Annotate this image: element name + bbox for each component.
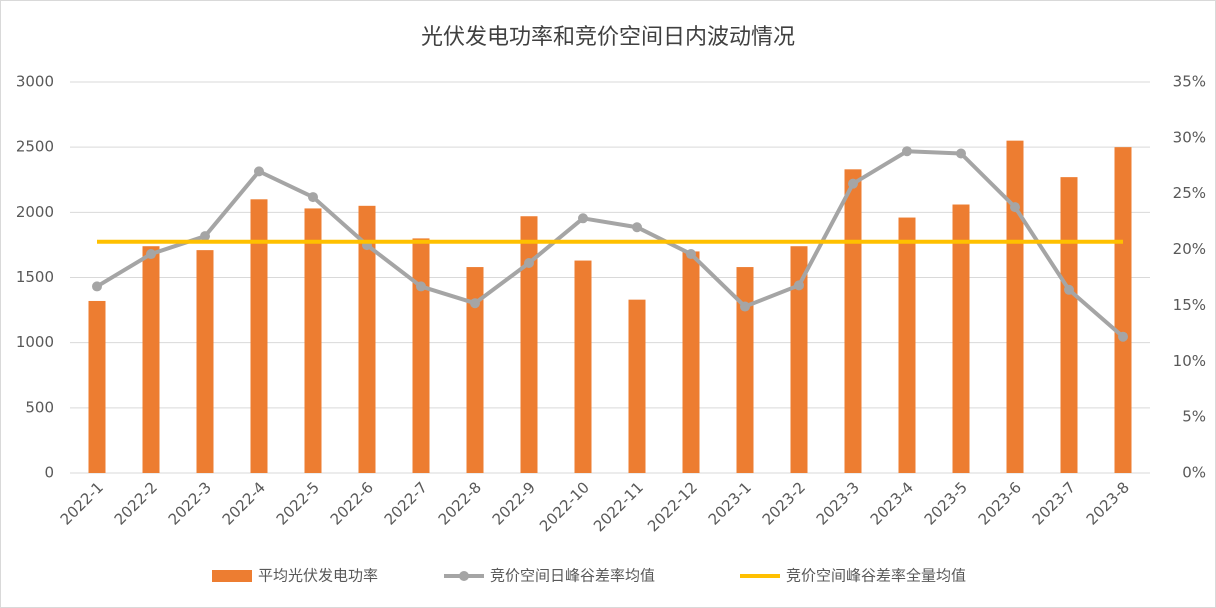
bar (1006, 140, 1024, 473)
line-marker (92, 281, 102, 292)
bar (844, 169, 862, 473)
bar (1114, 147, 1132, 473)
legend-label: 竞价空间峰谷差率全量均值 (786, 567, 966, 585)
bar (736, 267, 754, 473)
line-marker (470, 298, 480, 309)
line-marker (848, 178, 858, 189)
legend-swatch (212, 570, 252, 582)
chart-title: 光伏发电功率和竞价空间日内波动情况 (421, 25, 795, 50)
y-tick-label: 500 (25, 398, 54, 416)
line-marker (308, 192, 318, 203)
bar (250, 199, 268, 474)
line-marker (146, 249, 156, 260)
bar (358, 205, 376, 474)
line-marker (1010, 202, 1020, 213)
line-marker (686, 249, 696, 260)
bar (1060, 177, 1078, 474)
line-marker (1118, 331, 1128, 342)
bar (952, 204, 970, 473)
y2-tick-label: 30% (1173, 128, 1206, 146)
y-tick-label: 0 (44, 464, 54, 482)
legend-label: 平均光伏发电功率 (258, 567, 378, 585)
y2-tick-label: 35% (1173, 73, 1206, 91)
line-marker (740, 301, 750, 312)
bar (628, 299, 646, 473)
legend-marker (459, 571, 469, 581)
line (95, 149, 1125, 339)
line-marker (632, 222, 642, 233)
line-marker (1064, 284, 1074, 295)
bar (520, 216, 538, 473)
bar (574, 260, 592, 473)
y2-tick-label: 0% (1182, 464, 1206, 482)
line-marker (416, 281, 426, 292)
bar (682, 251, 700, 473)
bar (412, 238, 430, 473)
y-tick-label: 2500 (16, 138, 54, 156)
y2-tick-label: 10% (1173, 352, 1206, 370)
line-marker (200, 231, 210, 242)
bar (196, 250, 214, 473)
y-tick-label: 3000 (16, 73, 54, 91)
line-marker (956, 148, 966, 159)
line-marker (794, 280, 804, 291)
y2-tick-label: 20% (1173, 240, 1206, 258)
bar (898, 217, 916, 473)
y-tick-label: 2000 (16, 203, 54, 221)
bar (304, 208, 322, 473)
line-marker (254, 166, 264, 177)
y2-tick-label: 25% (1173, 184, 1206, 202)
legend-label: 竞价空间日峰谷差率均值 (490, 567, 655, 585)
y-tick-label: 1500 (16, 268, 54, 286)
y-tick-label: 1000 (16, 333, 54, 351)
line-marker (524, 257, 534, 268)
bar (790, 246, 808, 473)
bar (142, 246, 160, 473)
line-marker (902, 146, 912, 157)
y2-tick-label: 5% (1182, 408, 1206, 426)
line-marker (578, 213, 588, 224)
bar (466, 267, 484, 473)
y2-tick-label: 15% (1173, 296, 1206, 314)
bar (88, 300, 106, 473)
